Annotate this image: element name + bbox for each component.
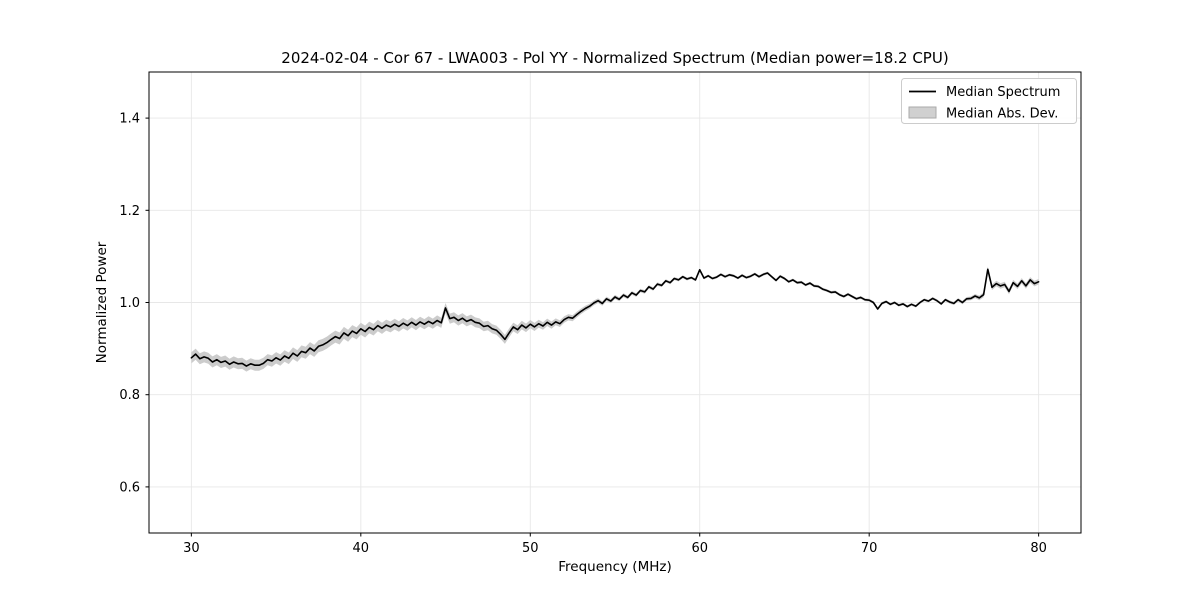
y-tick-label: 0.8 bbox=[119, 388, 140, 403]
y-tick-label: 0.6 bbox=[119, 480, 140, 495]
chart-title: 2024-02-04 - Cor 67 - LWA003 - Pol YY - … bbox=[281, 49, 948, 67]
legend-box bbox=[901, 78, 1077, 124]
y-tick-label: 1.4 bbox=[119, 112, 140, 127]
axis-ticks bbox=[145, 117, 1040, 537]
y-tick-label: 1.0 bbox=[119, 296, 140, 311]
legend-entry-median-abs-dev: Median Abs. Dev. bbox=[946, 107, 1058, 122]
legend-entry-median-spectrum: Median Spectrum bbox=[946, 85, 1060, 100]
x-tick-label: 50 bbox=[522, 541, 539, 556]
legend-patch-swatch-icon bbox=[908, 106, 937, 119]
x-tick-label: 70 bbox=[861, 541, 878, 556]
legend: Median Spectrum Median Abs. Dev. bbox=[901, 78, 1077, 124]
y-axis-label: Normalized Power bbox=[94, 241, 110, 363]
plot-frame bbox=[148, 71, 1082, 534]
x-tick-label: 80 bbox=[1030, 541, 1047, 556]
mad-band bbox=[191, 266, 1039, 372]
x-tick-label: 30 bbox=[183, 541, 200, 556]
y-tick-label: 1.2 bbox=[119, 204, 140, 219]
axis-tick-labels: 30 40 50 60 70 80 0.6 0.8 1.0 1.2 1.4 bbox=[119, 112, 1047, 556]
x-tick-label: 40 bbox=[353, 541, 370, 556]
x-axis-label: Frequency (MHz) bbox=[558, 559, 671, 575]
x-tick-label: 60 bbox=[691, 541, 708, 556]
median-spectrum-line bbox=[190, 268, 1040, 367]
